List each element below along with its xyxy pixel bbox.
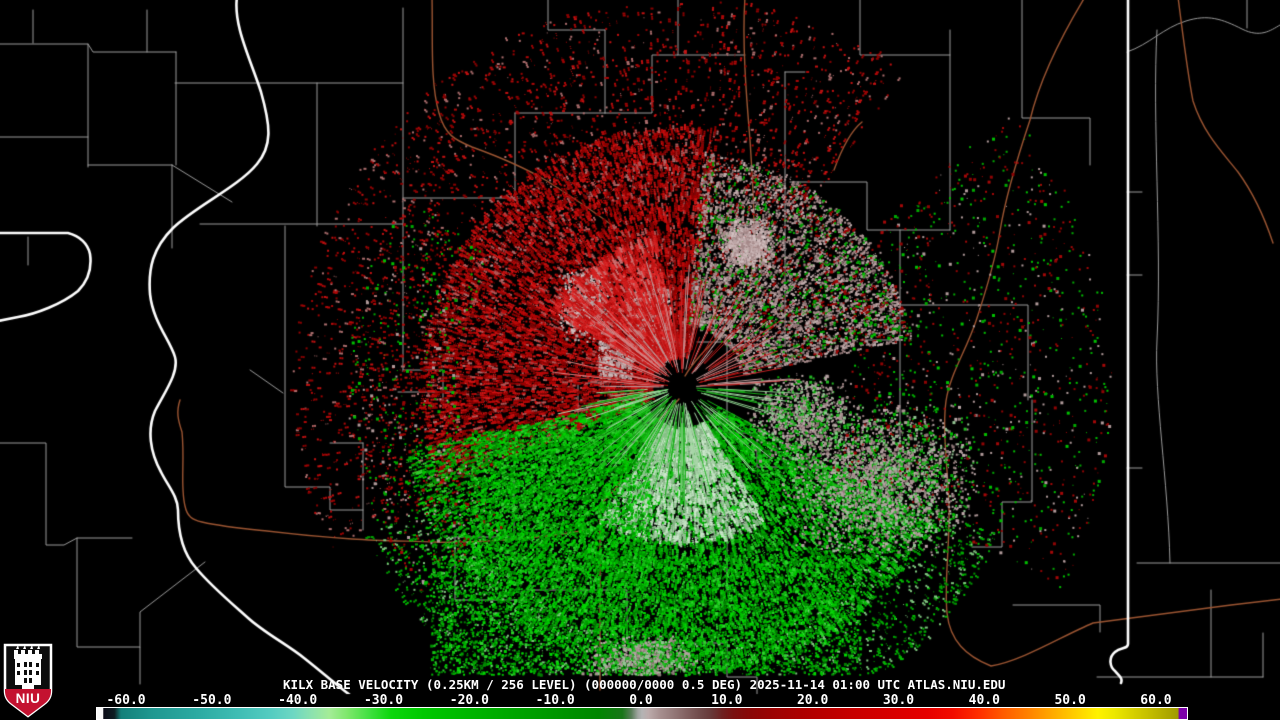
colorbar-tick: -30.0 [363,693,404,708]
product-title: KILX BASE VELOCITY (0.25KM / 256 LEVEL) … [283,677,1006,692]
niu-logo: NIU [3,643,53,718]
colorbar-tick: 10.0 [711,693,743,708]
colorbar-tick: -50.0 [192,693,232,708]
velocity-colorbar [96,707,1188,720]
colorbar-tick: 50.0 [1054,693,1086,708]
castle-windows-icon [17,662,39,683]
castle-keep-icon [22,659,34,689]
colorbar-tick: 0.0 [629,693,653,708]
colorbar-tick: 60.0 [1140,693,1172,708]
colorbar-tick: -10.0 [535,693,575,708]
niu-red-band [5,689,51,716]
colorbar-tick: 30.0 [882,693,915,708]
niu-logo-text: NIU [16,691,41,706]
colorbar-tick: -40.0 [278,693,318,708]
colorbar-tick: -60.0 [106,693,146,708]
colorbar-tick: 40.0 [968,693,1000,708]
colorbar-tick: 20.0 [796,693,829,708]
castle-pennants-icon [16,645,40,649]
castle-battlement-icon [14,650,42,659]
colorbar-tick: -20.0 [449,693,489,708]
